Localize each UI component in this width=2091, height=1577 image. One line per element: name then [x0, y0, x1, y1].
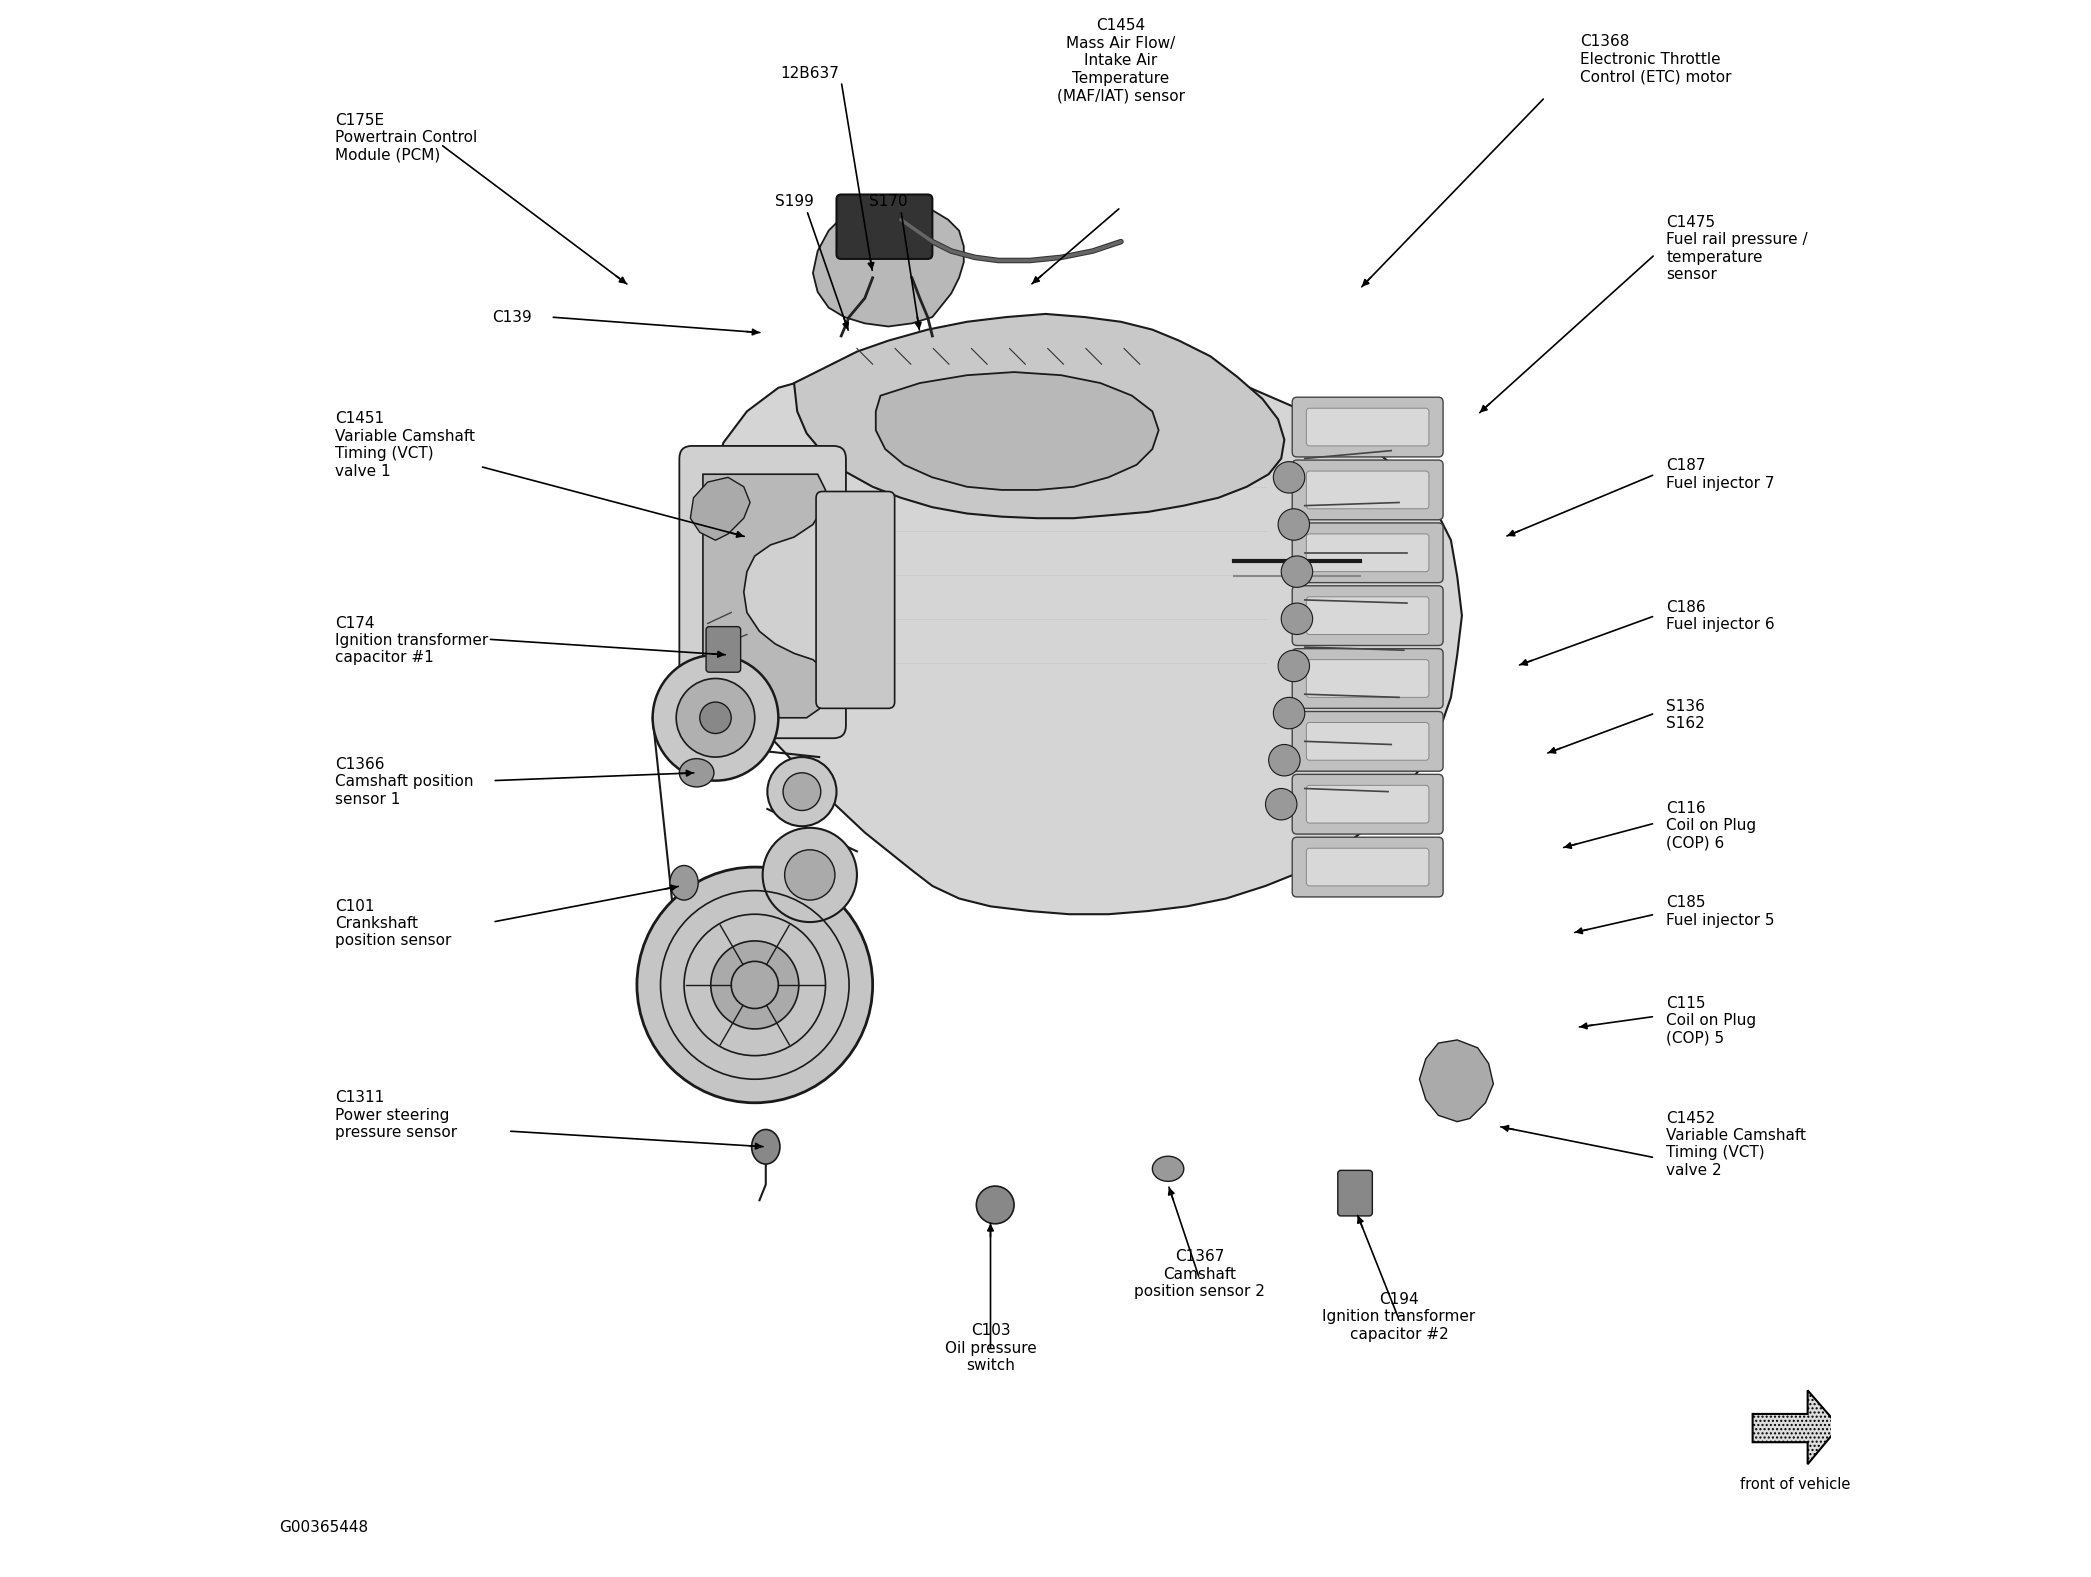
Text: C1311
Power steering
pressure sensor: C1311 Power steering pressure sensor	[335, 1090, 458, 1140]
Polygon shape	[690, 478, 751, 541]
Polygon shape	[1752, 1391, 1840, 1463]
FancyBboxPatch shape	[1307, 535, 1428, 571]
FancyBboxPatch shape	[1292, 837, 1443, 897]
FancyBboxPatch shape	[1292, 585, 1443, 645]
Polygon shape	[813, 200, 964, 326]
Circle shape	[1269, 744, 1301, 776]
Circle shape	[767, 757, 836, 826]
Text: C116
Coil on Plug
(COP) 6: C116 Coil on Plug (COP) 6	[1667, 801, 1756, 852]
Text: S170: S170	[870, 194, 907, 210]
FancyBboxPatch shape	[1292, 397, 1443, 457]
Text: C1367
Camshaft
position sensor 2: C1367 Camshaft position sensor 2	[1133, 1249, 1265, 1299]
FancyBboxPatch shape	[1292, 774, 1443, 834]
FancyBboxPatch shape	[1307, 785, 1428, 823]
Text: C103
Oil pressure
switch: C103 Oil pressure switch	[945, 1323, 1037, 1374]
Circle shape	[784, 850, 834, 900]
Polygon shape	[1420, 1039, 1493, 1121]
FancyBboxPatch shape	[815, 492, 895, 708]
Ellipse shape	[751, 1129, 780, 1164]
Circle shape	[763, 828, 857, 923]
Text: S199: S199	[774, 194, 813, 210]
Ellipse shape	[1152, 1156, 1184, 1181]
FancyBboxPatch shape	[1338, 1170, 1372, 1216]
FancyBboxPatch shape	[1307, 408, 1428, 446]
Polygon shape	[703, 475, 828, 718]
FancyBboxPatch shape	[1292, 460, 1443, 520]
FancyBboxPatch shape	[1307, 472, 1428, 509]
Circle shape	[700, 702, 732, 733]
Text: C101
Crankshaft
position sensor: C101 Crankshaft position sensor	[335, 899, 452, 948]
FancyBboxPatch shape	[836, 194, 933, 259]
Polygon shape	[684, 337, 1462, 915]
Circle shape	[1278, 650, 1309, 681]
Ellipse shape	[669, 866, 698, 900]
Polygon shape	[795, 314, 1284, 519]
Text: C186
Fuel injector 6: C186 Fuel injector 6	[1667, 599, 1775, 632]
Circle shape	[782, 773, 822, 811]
Circle shape	[638, 867, 872, 1102]
Text: front of vehicle: front of vehicle	[1740, 1476, 1851, 1492]
Circle shape	[976, 1186, 1014, 1224]
Circle shape	[675, 678, 755, 757]
Circle shape	[1282, 602, 1313, 634]
Text: C1475
Fuel rail pressure /
temperature
sensor: C1475 Fuel rail pressure / temperature s…	[1667, 214, 1809, 282]
Circle shape	[732, 962, 778, 1009]
Text: C185
Fuel injector 5: C185 Fuel injector 5	[1667, 896, 1775, 927]
Text: C1368
Electronic Throttle
Control (ETC) motor: C1368 Electronic Throttle Control (ETC) …	[1581, 35, 1731, 84]
Text: G00365448: G00365448	[278, 1520, 368, 1534]
Text: 12B637: 12B637	[780, 66, 838, 80]
Text: C139: C139	[491, 309, 531, 325]
Circle shape	[1282, 557, 1313, 587]
Text: C175E
Powertrain Control
Module (PCM): C175E Powertrain Control Module (PCM)	[335, 114, 477, 162]
FancyBboxPatch shape	[680, 446, 847, 738]
Circle shape	[652, 654, 778, 781]
Text: C174
Ignition transformer
capacitor #1: C174 Ignition transformer capacitor #1	[335, 615, 489, 665]
Text: C1452
Variable Camshaft
Timing (VCT)
valve 2: C1452 Variable Camshaft Timing (VCT) val…	[1667, 1110, 1807, 1178]
FancyBboxPatch shape	[1307, 596, 1428, 634]
Polygon shape	[876, 372, 1158, 490]
FancyBboxPatch shape	[1307, 659, 1428, 697]
Text: C194
Ignition transformer
capacitor #2: C194 Ignition transformer capacitor #2	[1322, 1292, 1476, 1342]
Text: C187
Fuel injector 7: C187 Fuel injector 7	[1667, 459, 1775, 490]
Circle shape	[711, 941, 799, 1028]
FancyBboxPatch shape	[1292, 524, 1443, 582]
Circle shape	[1273, 697, 1305, 729]
Circle shape	[1278, 509, 1309, 541]
FancyBboxPatch shape	[1307, 848, 1428, 886]
FancyBboxPatch shape	[707, 626, 740, 672]
Circle shape	[1273, 462, 1305, 494]
Text: C1366
Camshaft position
sensor 1: C1366 Camshaft position sensor 1	[335, 757, 475, 807]
Circle shape	[1265, 788, 1296, 820]
Text: C1451
Variable Camshaft
Timing (VCT)
valve 1: C1451 Variable Camshaft Timing (VCT) val…	[335, 412, 475, 478]
FancyBboxPatch shape	[1292, 648, 1443, 708]
Text: C115
Coil on Plug
(COP) 5: C115 Coil on Plug (COP) 5	[1667, 997, 1756, 1046]
FancyBboxPatch shape	[1307, 722, 1428, 760]
Text: C1454
Mass Air Flow/
Intake Air
Temperature
(MAF/IAT) sensor: C1454 Mass Air Flow/ Intake Air Temperat…	[1056, 19, 1186, 103]
Ellipse shape	[680, 759, 713, 787]
FancyBboxPatch shape	[1292, 711, 1443, 771]
Text: S136
S162: S136 S162	[1667, 699, 1704, 732]
